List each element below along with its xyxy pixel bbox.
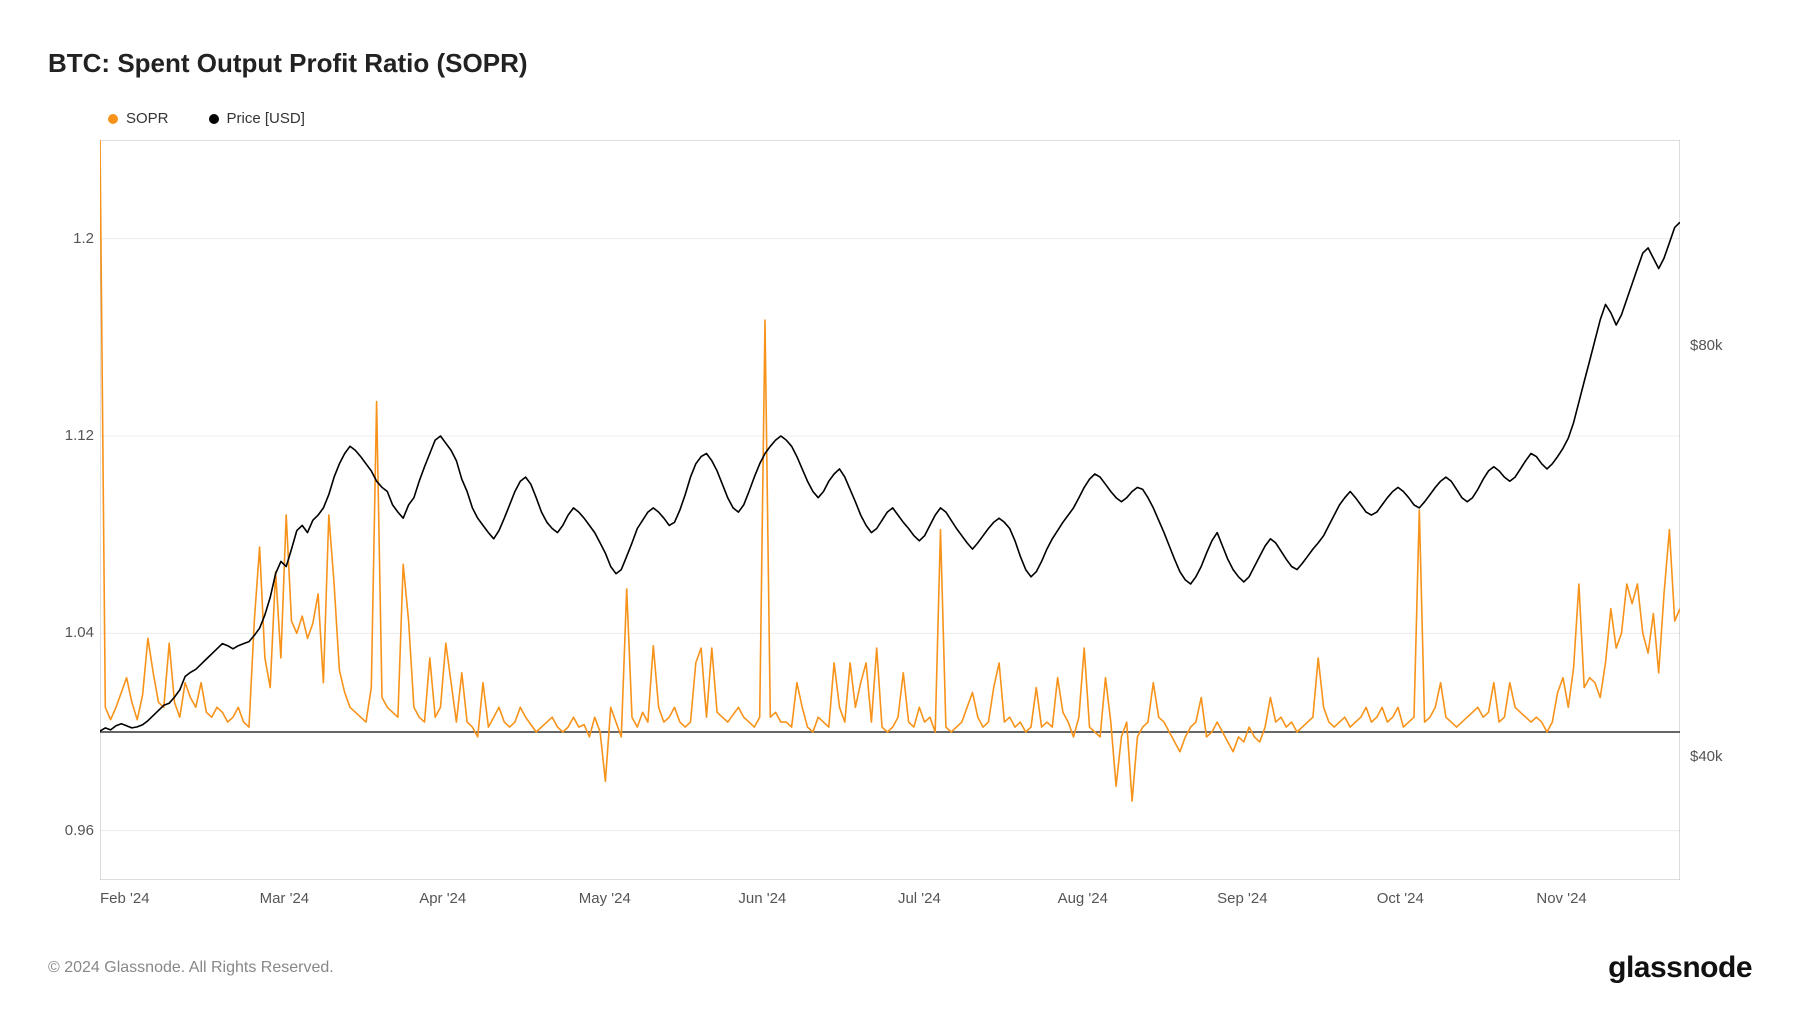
y-right-tick-label: $80k: [1690, 337, 1723, 354]
y-right-tick-label: $40k: [1690, 748, 1723, 765]
y-axis-left-labels: 0.96 1.04 1.12 1.2: [48, 140, 94, 880]
y-left-tick-label: 1.2: [73, 230, 94, 247]
x-tick-label: May '24: [579, 890, 631, 907]
x-tick-label: Nov '24: [1536, 890, 1586, 907]
x-tick-label: Mar '24: [260, 890, 310, 907]
legend-item-sopr: SOPR: [108, 110, 169, 127]
legend-label-sopr: SOPR: [126, 110, 169, 127]
chart-title: BTC: Spent Output Profit Ratio (SOPR): [48, 48, 528, 79]
chart-plot-area: [100, 140, 1680, 880]
legend-label-price: Price [USD]: [227, 110, 305, 127]
x-tick-label: Aug '24: [1058, 890, 1108, 907]
copyright-text: © 2024 Glassnode. All Rights Reserved.: [48, 959, 334, 977]
y-left-tick-label: 1.04: [65, 624, 94, 641]
x-tick-label: Jul '24: [898, 890, 941, 907]
chart-svg: [100, 140, 1680, 880]
x-tick-label: Oct '24: [1377, 890, 1424, 907]
legend-dot-sopr: [108, 114, 118, 124]
x-tick-label: Apr '24: [419, 890, 466, 907]
y-left-tick-label: 1.12: [65, 427, 94, 444]
legend-item-price: Price [USD]: [209, 110, 305, 127]
x-tick-label: Sep '24: [1217, 890, 1267, 907]
y-left-tick-label: 0.96: [65, 822, 94, 839]
y-axis-right-labels: $40k $80k: [1690, 140, 1750, 880]
x-tick-label: Jun '24: [738, 890, 786, 907]
x-tick-label: Feb '24: [100, 890, 150, 907]
legend-dot-price: [209, 114, 219, 124]
x-axis-labels: Feb '24 Mar '24 Apr '24 May '24 Jun '24 Jul '…: [100, 886, 1680, 910]
brand-logo: glassnode: [1608, 951, 1752, 985]
chart-legend: SOPR Price [USD]: [108, 110, 305, 127]
